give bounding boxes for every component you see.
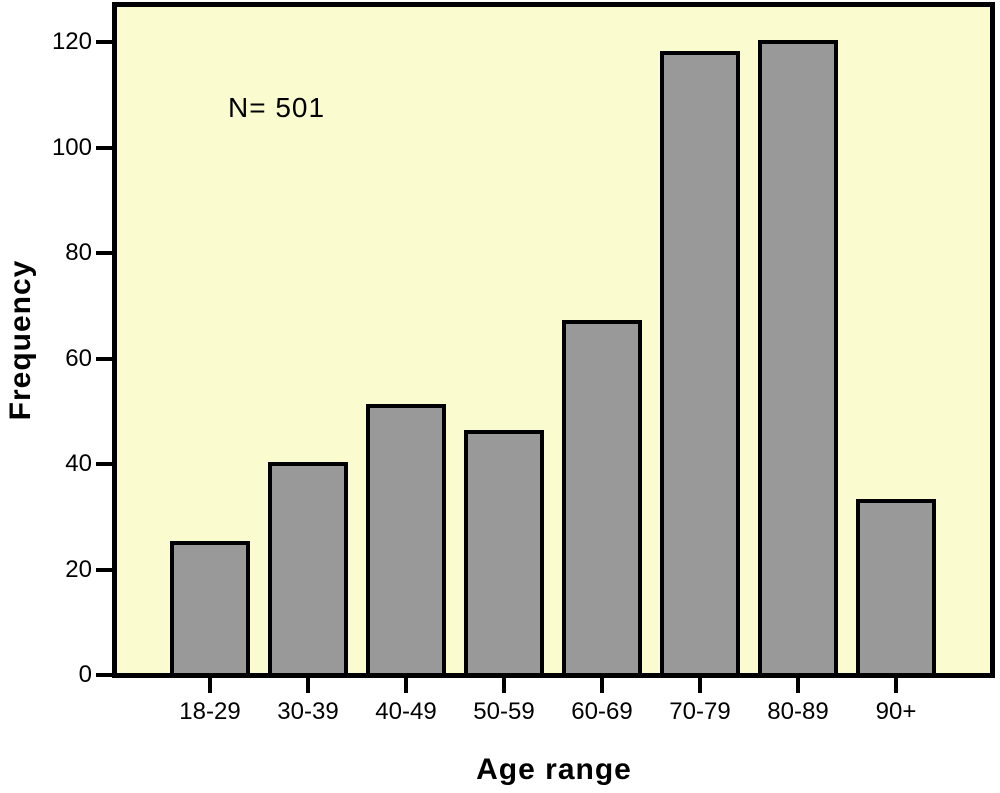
bar-60-69	[562, 320, 642, 673]
x-tick-mark-30-39	[306, 678, 310, 693]
y-tick-label-120: 120	[51, 28, 92, 55]
bar-70-79	[660, 51, 740, 673]
x-tick-label-60-69: 60-69	[571, 698, 633, 725]
bar-30-39	[268, 462, 348, 673]
bar-80-89	[758, 40, 838, 673]
x-tick-label-90+: 90+	[875, 698, 917, 725]
y-tick-mark-0	[96, 673, 113, 677]
x-tick-mark-60-69	[600, 678, 604, 693]
bar-50-59	[464, 430, 544, 673]
y-tick-label-0: 0	[78, 661, 92, 688]
x-tick-mark-18-29	[208, 678, 212, 693]
x-tick-mark-90+	[894, 678, 898, 693]
x-tick-mark-80-89	[796, 678, 800, 693]
x-tick-label-40-49: 40-49	[375, 698, 437, 725]
x-tick-label-50-59: 50-59	[473, 698, 535, 725]
y-tick-mark-80	[96, 251, 113, 255]
x-tick-mark-40-49	[404, 678, 408, 693]
x-tick-label-80-89: 80-89	[767, 698, 829, 725]
y-tick-mark-40	[96, 462, 113, 466]
y-axis-title: Frequency	[4, 259, 37, 421]
y-tick-label-100: 100	[51, 134, 92, 161]
bar-40-49	[366, 404, 446, 673]
sample-size-annotation: N= 501	[228, 92, 326, 123]
bar-18-29	[170, 541, 250, 673]
bar-90+	[856, 499, 936, 673]
y-tick-mark-60	[96, 357, 113, 361]
y-tick-mark-120	[96, 40, 113, 44]
plot-area	[112, 2, 995, 678]
x-tick-mark-50-59	[502, 678, 506, 693]
y-tick-label-80: 80	[65, 239, 92, 266]
y-tick-label-20: 20	[65, 556, 92, 583]
y-tick-label-60: 60	[65, 345, 92, 372]
x-tick-label-18-29: 18-29	[179, 698, 241, 725]
x-tick-mark-70-79	[698, 678, 702, 693]
x-axis-title: Age range	[476, 753, 632, 786]
y-tick-label-40: 40	[65, 450, 92, 477]
x-tick-label-30-39: 30-39	[277, 698, 339, 725]
y-tick-mark-20	[96, 568, 113, 572]
y-tick-mark-100	[96, 146, 113, 150]
x-tick-label-70-79: 70-79	[669, 698, 731, 725]
